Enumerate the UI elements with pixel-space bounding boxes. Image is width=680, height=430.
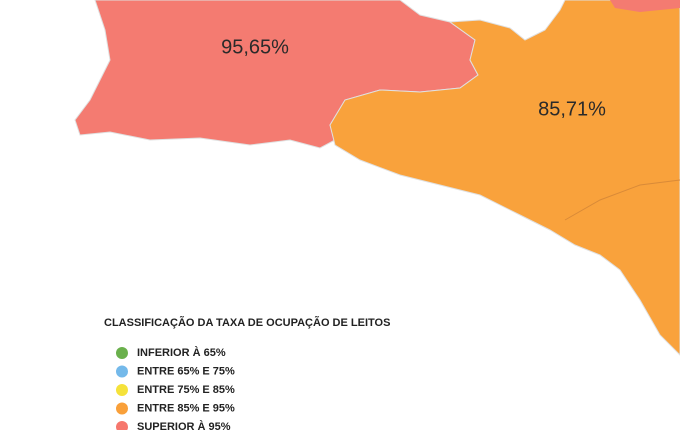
legend-label: ENTRE 75% E 85% [137,384,235,396]
region-shape [610,0,680,12]
legend-swatch [116,384,128,396]
legend: INFERIOR À 65% ENTRE 65% E 75% ENTRE 75% E… [116,346,235,430]
region-shape [329,0,680,356]
legend-swatch [116,402,128,415]
legend-swatch [116,365,128,378]
legend-label: ENTRE 65% E 75% [137,365,235,377]
legend-label: ENTRE 85% E 95% [137,402,235,414]
region-border [564,179,680,221]
legend-label: SUPERIOR À 95% [137,420,231,430]
legend-title: CLASSIFICAÇÃO DA TAXA DE OCUPAÇÃO DE LEI… [104,316,390,329]
legend-swatch [116,421,128,430]
legend-swatch [116,347,128,359]
legend-label: INFERIOR À 65% [137,346,226,359]
region-label: 95,65% [221,36,289,58]
region-label: 85,71% [538,98,606,120]
